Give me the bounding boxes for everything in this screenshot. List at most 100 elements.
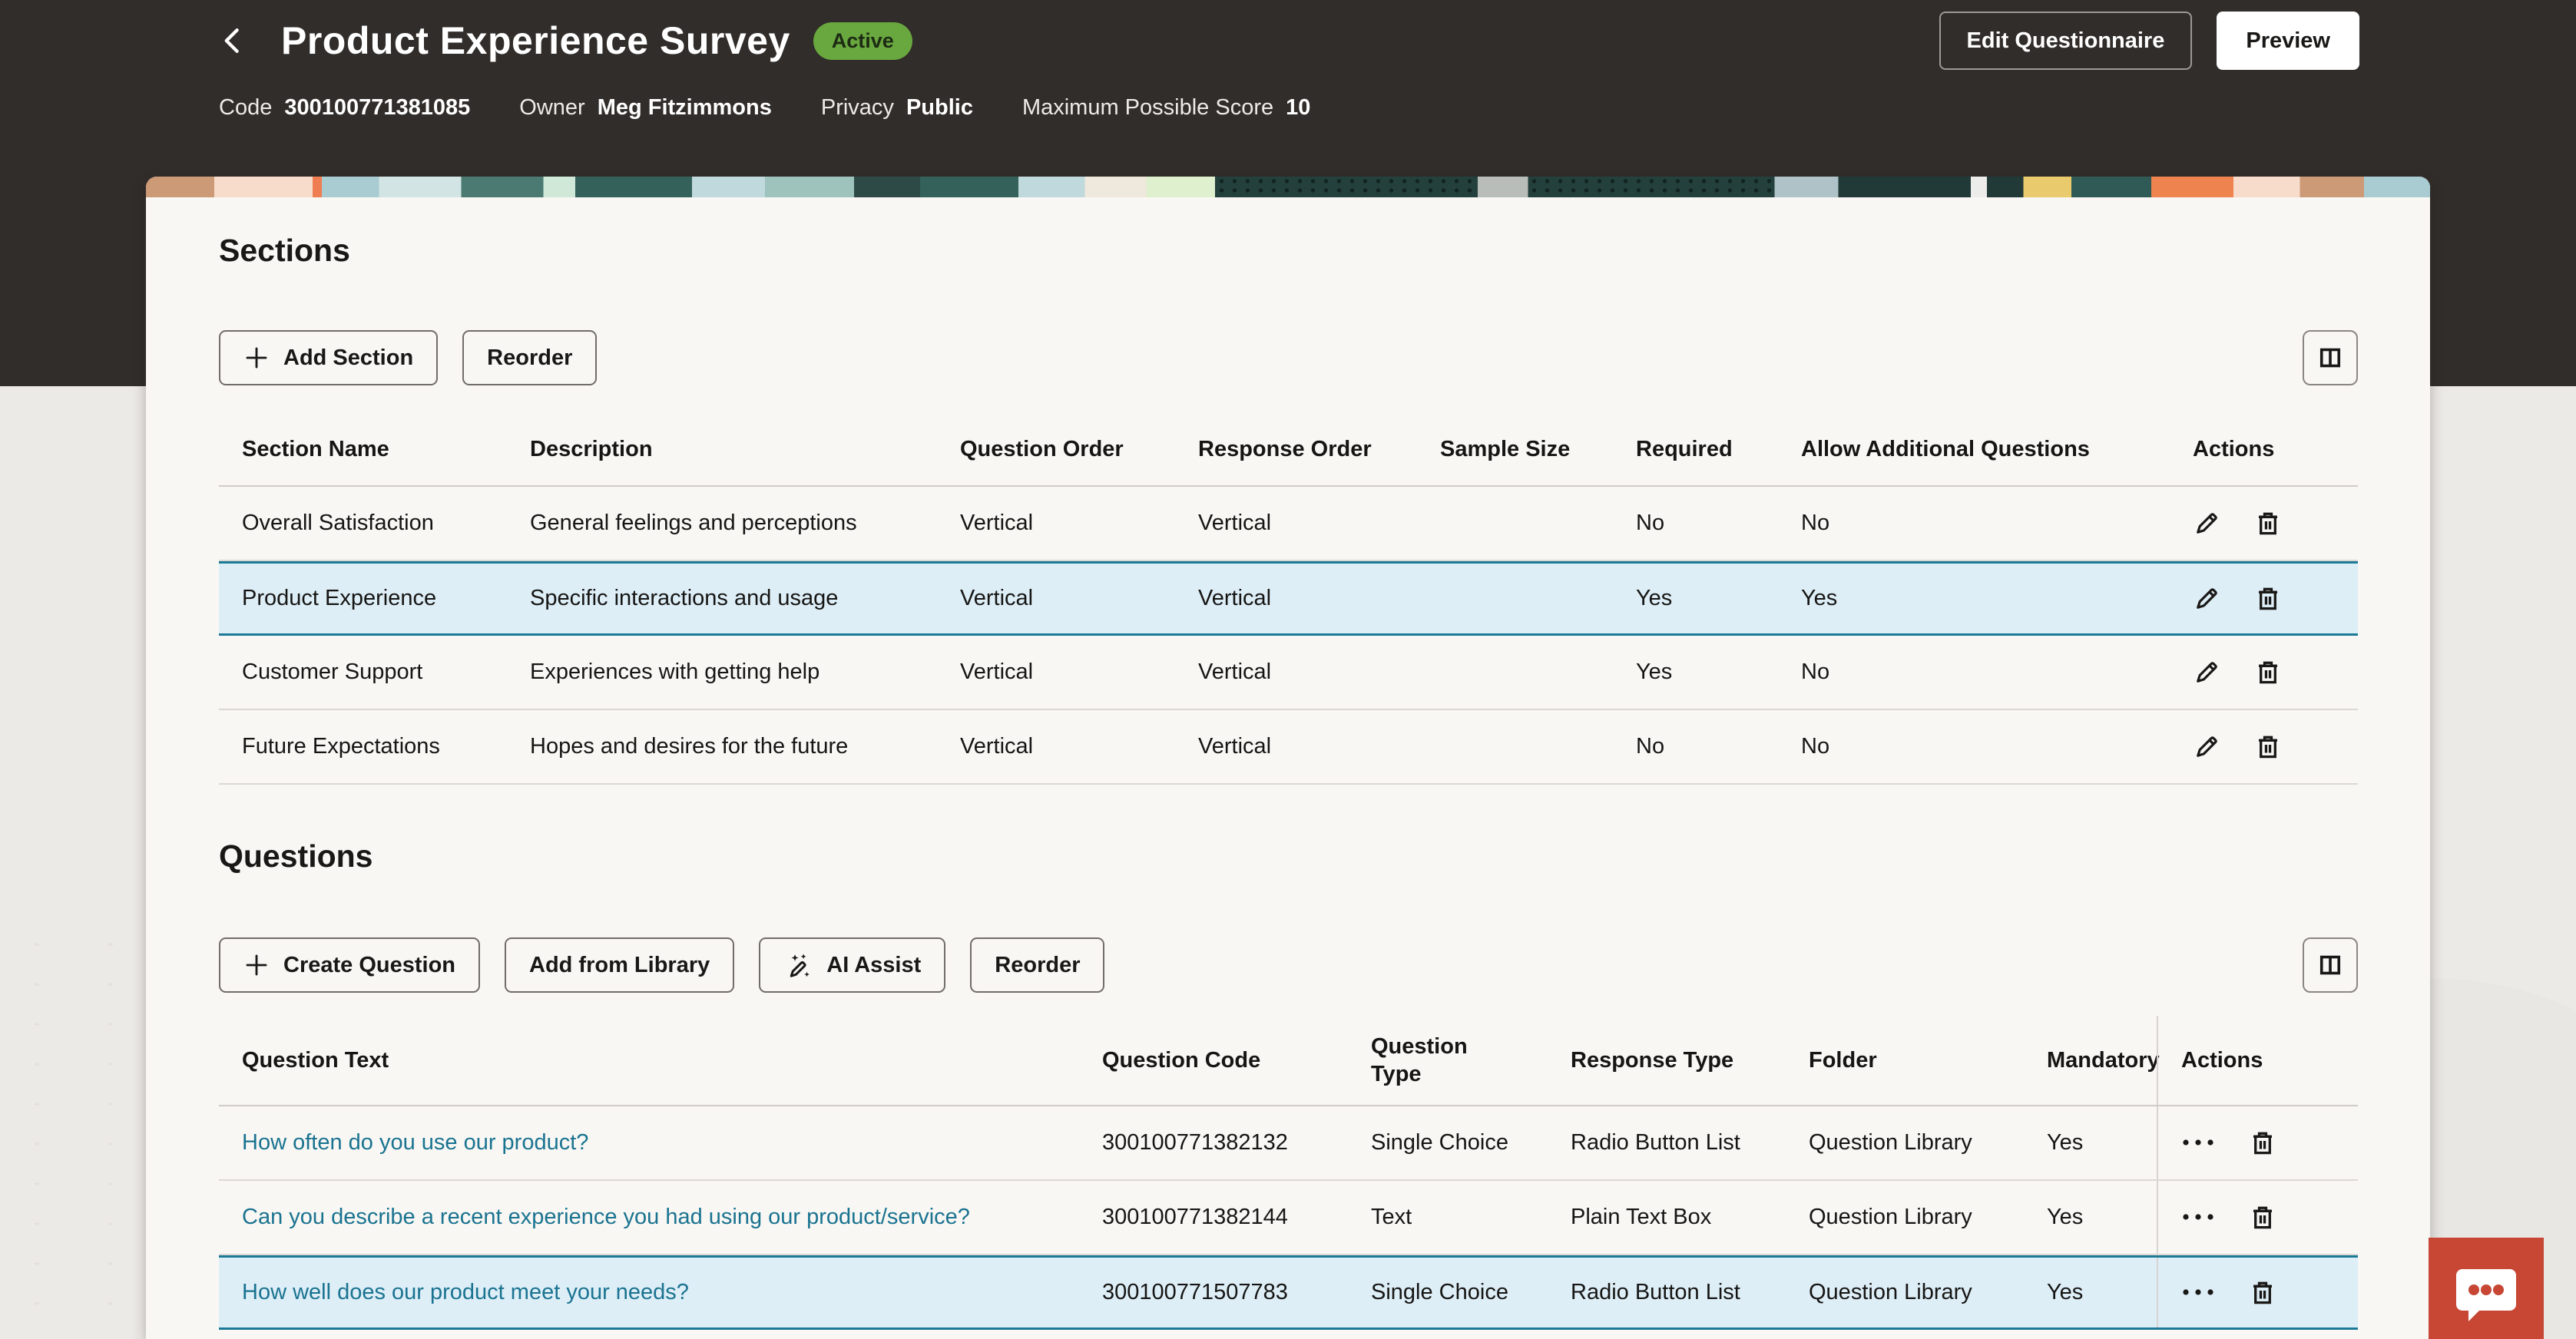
survey-detail-card: Sections Add Section Reorder Section Nam…	[146, 177, 2430, 1339]
response-order-cell: Vertical	[1198, 660, 1272, 684]
page-title: Product Experience Survey	[281, 19, 790, 62]
sections-manage-columns-button[interactable]	[2303, 330, 2358, 385]
question-code-cell: 300100771382132	[1102, 1130, 1288, 1155]
question-row[interactable]: How well does our product meet your need…	[219, 1255, 2358, 1330]
section-description-cell: General feelings and perceptions	[530, 511, 857, 535]
edit-questionnaire-button[interactable]: Edit Questionnaire	[1939, 12, 2193, 70]
allow-additional-cell: No	[1801, 734, 1830, 759]
response-type-cell: Plain Text Box	[1571, 1205, 1712, 1229]
delete-question-button[interactable]	[2249, 1129, 2276, 1157]
section-name-cell: Overall Satisfaction	[242, 511, 434, 535]
ellipsis-icon	[2181, 1213, 2215, 1222]
question-type-cell: Text	[1371, 1205, 1412, 1229]
questions-table-header: Question Text Question Code Question Typ…	[219, 1016, 2358, 1106]
chat-assistant-button[interactable]	[2429, 1238, 2544, 1339]
folder-cell: Question Library	[1809, 1130, 1972, 1155]
meta-privacy: Privacy Public	[820, 95, 973, 120]
sample-size-cell	[1417, 487, 1613, 560]
required-cell: No	[1636, 734, 1665, 759]
question-row[interactable]: Can you describe a recent experience you…	[219, 1181, 2358, 1255]
pencil-icon	[2193, 585, 2220, 613]
delete-question-button[interactable]	[2249, 1204, 2276, 1232]
create-question-button[interactable]: Create Question	[219, 937, 480, 993]
sections-reorder-button[interactable]: Reorder	[462, 330, 598, 385]
delete-section-button[interactable]	[2254, 585, 2282, 613]
question-actions-cell	[2157, 1258, 2358, 1327]
section-row[interactable]: Product Experience Specific interactions…	[219, 561, 2358, 636]
section-name-cell: Product Experience	[242, 586, 437, 610]
sections-toolbar: Add Section Reorder	[219, 330, 2358, 385]
ai-assist-button[interactable]: AI Assist	[759, 937, 946, 993]
trash-icon	[2249, 1204, 2276, 1232]
question-text-link[interactable]: Can you describe a recent experience you…	[242, 1205, 970, 1229]
mandatory-cell: Yes	[2047, 1205, 2084, 1229]
trash-icon	[2254, 510, 2282, 537]
questions-heading: Questions	[219, 838, 373, 874]
question-order-cell: Vertical	[960, 660, 1034, 684]
section-actions-cell	[2170, 564, 2358, 633]
status-badge: Active	[813, 21, 912, 60]
questions-manage-columns-button[interactable]	[2303, 937, 2358, 993]
question-order-cell: Vertical	[960, 734, 1034, 759]
edit-section-button[interactable]	[2193, 733, 2220, 761]
more-actions-button[interactable]	[2181, 1288, 2215, 1298]
survey-meta-row: Code 300100771381085 Owner Meg Fitzimmon…	[219, 95, 1310, 121]
edit-section-button[interactable]	[2193, 510, 2220, 537]
question-text-link[interactable]: How well does our product meet your need…	[242, 1280, 689, 1304]
question-code-cell: 300100771382144	[1102, 1205, 1288, 1229]
sample-size-cell	[1417, 564, 1613, 633]
section-row[interactable]: Future Expectations Hopes and desires fo…	[219, 710, 2358, 785]
meta-owner: Owner Meg Fitzimmons	[519, 95, 772, 120]
section-name-cell: Customer Support	[242, 660, 423, 684]
sample-size-cell	[1417, 636, 1613, 709]
question-text-link[interactable]: How often do you use our product?	[242, 1130, 589, 1155]
edit-section-button[interactable]	[2193, 659, 2220, 686]
page-header: Product Experience Survey Active Edit Qu…	[212, 11, 2359, 71]
section-row[interactable]: Customer Support Experiences with gettin…	[219, 636, 2358, 710]
section-actions-cell	[2170, 636, 2358, 709]
section-name-cell: Future Expectations	[242, 734, 440, 759]
trash-icon	[2254, 733, 2282, 761]
delete-section-button[interactable]	[2254, 659, 2282, 686]
required-cell: Yes	[1636, 660, 1673, 684]
pencil-icon	[2193, 733, 2220, 761]
add-section-button[interactable]: Add Section	[219, 330, 439, 385]
required-cell: Yes	[1636, 586, 1673, 610]
preview-button[interactable]: Preview	[2217, 12, 2359, 70]
add-from-library-button[interactable]: Add from Library	[505, 937, 735, 993]
mandatory-cell: Yes	[2047, 1130, 2084, 1155]
more-actions-button[interactable]	[2181, 1139, 2215, 1148]
trash-icon	[2254, 585, 2282, 613]
back-button[interactable]	[212, 19, 255, 62]
question-row[interactable]: How often do you use our product? 300100…	[219, 1106, 2358, 1181]
sample-size-cell	[1417, 710, 1613, 783]
question-order-cell: Vertical	[960, 586, 1034, 610]
section-description-cell: Experiences with getting help	[530, 660, 820, 684]
response-order-cell: Vertical	[1198, 511, 1272, 535]
allow-additional-cell: No	[1801, 511, 1830, 535]
delete-question-button[interactable]	[2249, 1279, 2276, 1307]
questions-reorder-button[interactable]: Reorder	[970, 937, 1105, 993]
ai-sparkle-pencil-icon	[783, 951, 813, 980]
section-actions-cell	[2170, 487, 2358, 560]
question-actions-cell	[2157, 1181, 2358, 1254]
question-code-cell: 300100771507783	[1102, 1280, 1288, 1304]
allow-additional-cell: No	[1801, 660, 1830, 684]
delete-section-button[interactable]	[2254, 733, 2282, 761]
columns-icon	[2316, 951, 2344, 979]
sections-table: Section Name Description Question Order …	[219, 413, 2358, 785]
allow-additional-cell: Yes	[1801, 586, 1838, 610]
section-description-cell: Hopes and desires for the future	[530, 734, 849, 759]
response-order-cell: Vertical	[1198, 734, 1272, 759]
question-actions-cell	[2157, 1106, 2358, 1179]
section-row[interactable]: Overall Satisfaction General feelings an…	[219, 487, 2358, 561]
questions-toolbar: Create Question Add from Library AI Assi…	[219, 937, 2358, 993]
delete-section-button[interactable]	[2254, 510, 2282, 537]
meta-code: Code 300100771381085	[219, 95, 471, 120]
folder-cell: Question Library	[1809, 1205, 1972, 1229]
edit-section-button[interactable]	[2193, 585, 2220, 613]
more-actions-button[interactable]	[2181, 1213, 2215, 1222]
folder-cell: Question Library	[1809, 1280, 1972, 1304]
trash-icon	[2249, 1129, 2276, 1157]
ellipsis-icon	[2181, 1139, 2215, 1148]
